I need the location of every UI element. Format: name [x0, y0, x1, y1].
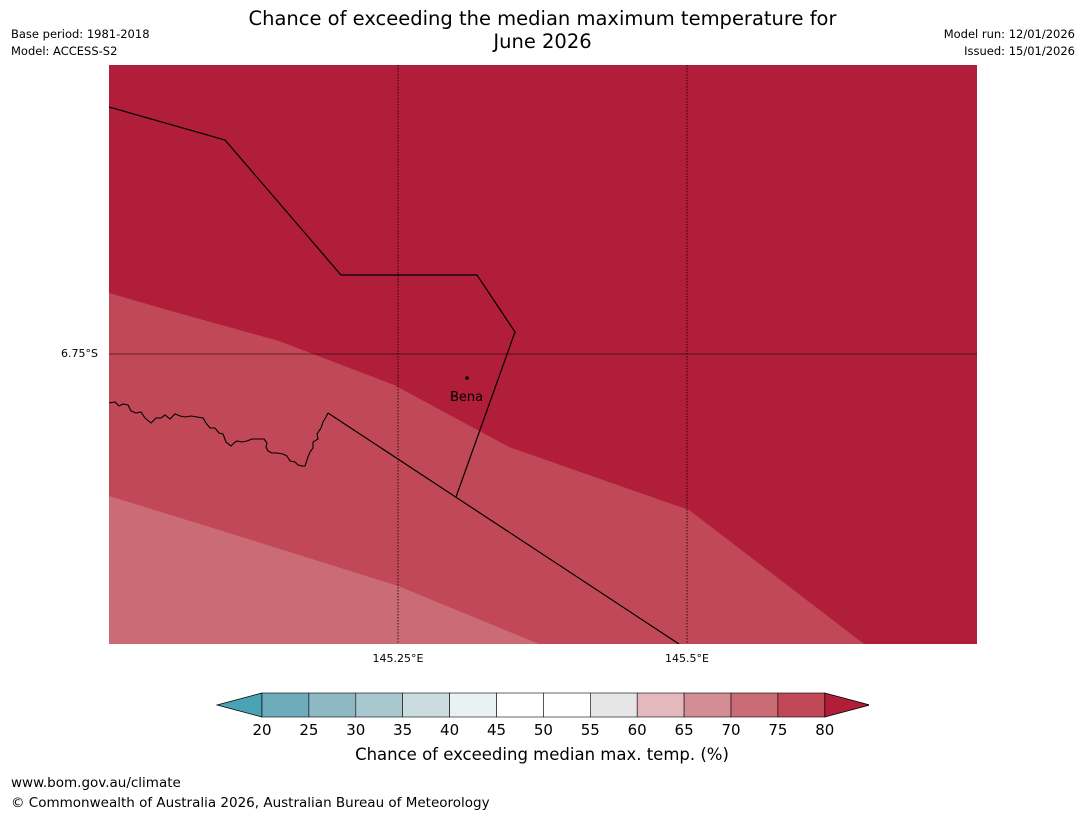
footer-copyright: © Commonwealth of Australia 2026, Austra… — [11, 795, 490, 811]
colorbar-swatch — [543, 692, 591, 718]
colorbar-tick-label: 20 — [252, 721, 271, 737]
footer-url[interactable]: www.bom.gov.au/climate — [11, 775, 181, 791]
colorbar-tick-label: 30 — [346, 721, 365, 737]
meta-left: Base period: 1981-2018 Model: ACCESS-S2 — [11, 26, 150, 60]
lon-label-145-25: 145.25°E — [372, 652, 424, 665]
colorbar-tick-label: 55 — [581, 721, 600, 737]
model-name: Model: ACCESS-S2 — [11, 44, 118, 58]
chart-title: Chance of exceeding the median maximum t… — [200, 7, 885, 53]
province-boundary-south — [327, 412, 680, 644]
colorbar-title: Chance of exceeding median max. temp. (%… — [355, 745, 729, 764]
issued-date: Issued: 15/01/2026 — [964, 44, 1075, 58]
town-marker — [465, 376, 469, 380]
colorbar-swatch — [355, 692, 404, 718]
title-line-1: Chance of exceeding the median maximum t… — [248, 7, 837, 30]
colorbar-swatch — [496, 692, 544, 718]
colorbar-swatch — [308, 692, 357, 718]
colorbar-swatch — [402, 692, 450, 718]
colorbar-tick-label: 40 — [440, 721, 459, 737]
colorbar-tick-label: 65 — [675, 721, 694, 737]
model-run: Model run: 12/01/2026 — [943, 27, 1075, 41]
colorbar-tick-label: 70 — [721, 721, 740, 737]
colorbar-extend-high — [824, 692, 869, 718]
colorbar-swatch — [730, 692, 779, 718]
colorbar-tick-label: 50 — [534, 721, 553, 737]
town-label-bena: Bena — [450, 390, 483, 405]
colorbar: 20 25 30 35 40 45 50 55 60 65 70 75 80 — [216, 692, 869, 737]
band-70-75 — [109, 496, 539, 644]
forecast-map[interactable]: Bena — [109, 65, 977, 644]
base-period: Base period: 1981-2018 — [11, 27, 150, 41]
colorbar-swatch — [589, 692, 638, 718]
lon-label-145-5: 145.5°E — [665, 652, 709, 665]
title-line-2: June 2026 — [493, 30, 592, 53]
map-canvas: Bena — [109, 65, 977, 644]
colorbar-swatch — [636, 692, 685, 718]
colorbar-tick-label: 80 — [815, 721, 834, 737]
coastline — [109, 401, 329, 467]
colorbar-tick-label: 45 — [487, 721, 506, 737]
colorbar-extend-low — [216, 692, 263, 718]
province-boundary-north — [109, 106, 516, 498]
colorbar-tick-label: 60 — [628, 721, 647, 737]
colorbar-swatch — [261, 692, 310, 718]
lat-label-6-75: 6.75°S — [61, 347, 98, 360]
meta-right: Model run: 12/01/2026 Issued: 15/01/2026 — [944, 26, 1075, 60]
colorbar-tick-label: 25 — [299, 721, 318, 737]
colorbar-swatch — [449, 692, 497, 718]
colorbar-swatch — [777, 692, 826, 718]
colorbar-swatch — [683, 692, 732, 718]
colorbar-tick-label: 75 — [768, 721, 787, 737]
colorbar-tick-label: 35 — [393, 721, 412, 737]
